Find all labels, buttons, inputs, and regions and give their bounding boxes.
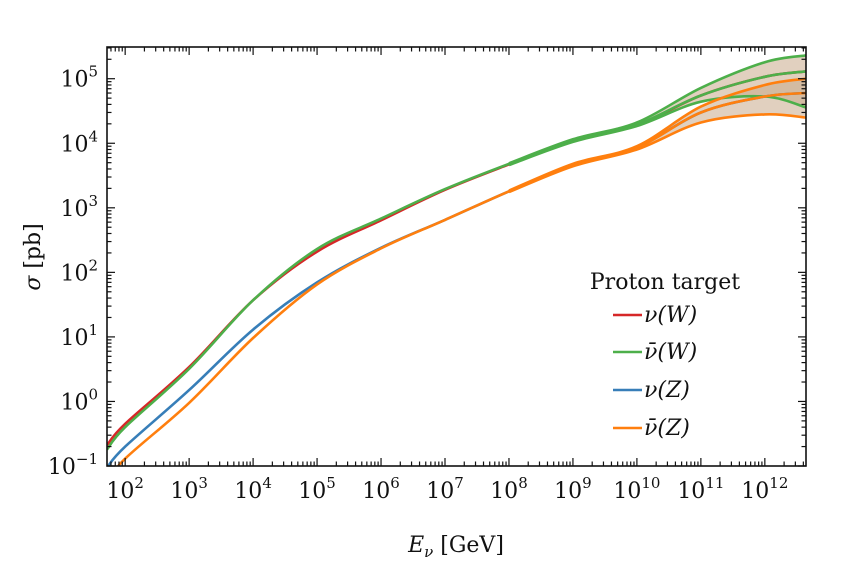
legend-label: ν(W)	[644, 303, 697, 328]
legend-entry: ν̄(Z)	[613, 416, 690, 441]
legend: Proton target ν(W) ν̄(W) ν(Z) ν̄(Z)	[590, 270, 740, 441]
y-tick-labels: 10−1 100 101 102 103 104 105	[48, 63, 98, 480]
x-tick-label: 109	[554, 474, 592, 504]
x-tick-label: 108	[490, 474, 528, 504]
y-tick-label: 104	[60, 127, 98, 157]
series-line	[116, 91, 806, 466]
legend-entry: ν(W)	[613, 303, 697, 328]
x-tick-label: 105	[298, 474, 336, 504]
x-tick-label: 107	[426, 474, 464, 504]
legend-title: Proton target	[590, 270, 740, 295]
x-tick-label: 1012	[741, 474, 788, 504]
y-tick-label: 101	[60, 321, 98, 351]
series-line	[107, 70, 806, 451]
x-tick-label: 104	[234, 474, 272, 504]
band-lower-line	[508, 112, 806, 194]
y-tick-label: 105	[60, 63, 98, 93]
axis-ticks	[107, 47, 806, 467]
x-tick-label: 1011	[677, 474, 724, 504]
legend-entry: ν(Z)	[613, 378, 690, 403]
series-line	[107, 70, 806, 447]
plot-frame	[106, 46, 807, 467]
y-tick-label: 102	[60, 256, 98, 286]
x-tick-label: 1010	[613, 474, 660, 504]
band-upper-line	[508, 54, 806, 165]
band-upper-line	[508, 77, 806, 192]
series-lines	[107, 54, 806, 466]
legend-entry: ν̄(W)	[613, 340, 697, 365]
x-tick-labels: 102 103 104 105 106 107 108 109 1010 1011 1012	[106, 474, 788, 504]
y-axis-label: σ [pb]	[21, 223, 46, 290]
legend-label: ν̄(Z)	[644, 416, 690, 441]
y-tick-label: 100	[60, 385, 98, 415]
x-tick-label: 102	[106, 474, 144, 504]
legend-label: ν(Z)	[644, 378, 690, 403]
x-axis-label: Eν [GeV]	[407, 533, 504, 561]
y-tick-label: 103	[60, 192, 98, 222]
legend-label: ν̄(W)	[644, 340, 697, 365]
x-tick-label: 103	[170, 474, 208, 504]
y-tick-label: 10−1	[48, 450, 98, 480]
x-tick-label: 106	[362, 474, 400, 504]
